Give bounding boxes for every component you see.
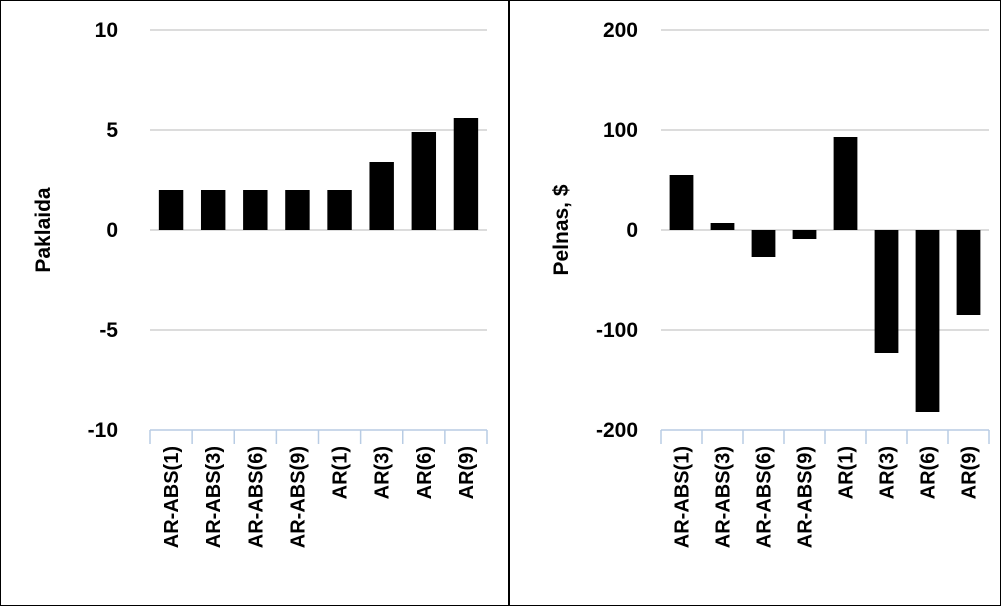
bar-ar-abs-9 [792,230,817,239]
x-category-label: AR(1) [330,446,352,499]
bar-ar-1 [327,190,352,230]
bar-ar-abs-3 [200,190,226,230]
x-category-label: AR-ABS(9) [287,446,309,548]
y-tick-label: 10 [95,19,118,42]
x-category-label: AR-ABS(1) [672,446,694,548]
panel-divider [508,0,510,606]
x-category-label: AR-ABS(6) [754,446,776,548]
y-tick-label: -5 [99,319,118,342]
bar-ar-9 [453,118,479,230]
chart-paklaida: 10 5 0 -5 -10 AR-ABS(1) AR-ABS(3) AR-ABS(6) AR-A… [32,19,488,548]
bar-ar-3 [874,230,899,353]
x-category-label: AR(6) [918,446,940,499]
y-tick-label: -10 [88,419,118,442]
x-category-label: AR(9) [456,446,478,499]
y-tick-label: 200 [603,19,638,42]
y-tick-label: 5 [106,119,118,142]
x-category-label: AR-ABS(3) [713,446,735,548]
bar-ar-1 [833,137,858,230]
y-tick-label: -200 [596,419,638,442]
y-tick-label: 0 [106,219,118,242]
bar-ar-6 [915,230,940,412]
x-category-label: AR(6) [414,446,436,499]
x-category-label: AR-ABS(1) [161,446,183,548]
bar-ar-abs-1 [158,190,184,230]
x-category-label: AR(3) [372,446,394,499]
y-axis-label: Paklaida [32,187,55,273]
bar-ar-abs-1 [669,175,694,230]
x-category-label: AR-ABS(6) [245,446,267,548]
x-category-label: AR(1) [836,446,858,499]
bar-ar-abs-3 [710,223,735,230]
bar-ar-abs-9 [285,190,310,230]
x-category-label: AR-ABS(9) [795,446,817,548]
chart-pelnas: 200 100 0 -100 -200 AR-ABS(1) AR-ABS(3) AR-ABS(… [550,19,990,548]
x-category-label: AR-ABS(3) [203,446,225,548]
y-tick-label: 0 [626,219,638,242]
bar-ar-abs-6 [243,190,268,230]
bar-ar-abs-6 [751,230,776,257]
y-tick-label: 100 [603,119,638,142]
x-category-label: AR(3) [877,446,899,499]
bar-ar-6 [411,132,437,230]
y-tick-label: -100 [596,319,638,342]
bar-ar-3 [369,162,394,230]
bar-ar-9 [956,230,981,315]
y-axis-label: Pelnas, $ [550,184,573,275]
x-category-label: AR(9) [959,446,981,499]
